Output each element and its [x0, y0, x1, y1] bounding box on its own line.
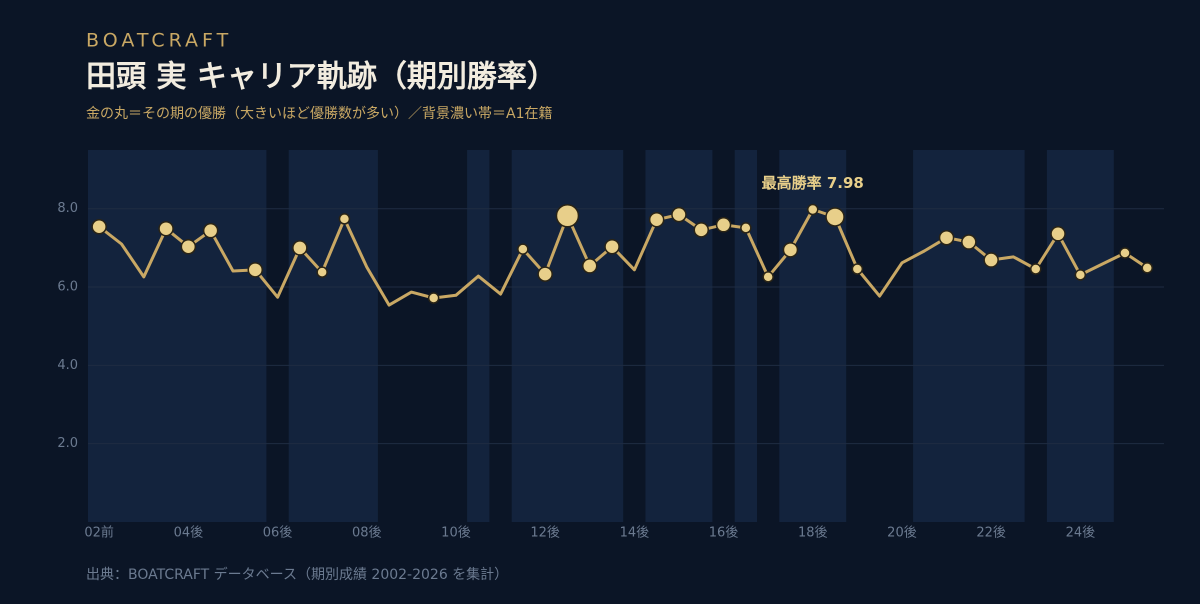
x-tick-label: 04後 [174, 526, 204, 541]
win-marker [1074, 269, 1087, 281]
a1-band [288, 150, 378, 522]
win-marker [202, 222, 219, 239]
y-tick-label: 4.0 [57, 358, 78, 373]
win-marker [292, 240, 308, 256]
source: 出典：BOATCRAFT データベース（期別成績 2002-2026 を集計） [86, 566, 508, 583]
win-marker [782, 242, 799, 258]
win-marker [983, 252, 999, 268]
win-marker [537, 266, 553, 282]
win-marker [338, 213, 351, 225]
win-marker [180, 238, 197, 255]
x-tick-label: 24後 [1066, 526, 1096, 541]
x-tick-label: 10後 [441, 526, 471, 541]
chart-title: 田頭 実 キャリア軌跡（期別勝率） [86, 60, 557, 95]
brand: BOATCRAFT [86, 30, 232, 52]
win-marker [671, 206, 687, 223]
win-marker [158, 220, 174, 237]
annotation: 最高勝率 7.98 [762, 174, 864, 192]
win-marker [715, 217, 732, 233]
win-marker [1030, 263, 1042, 275]
x-tick-label: 16後 [709, 526, 739, 541]
x-tick-label: 08後 [352, 526, 382, 541]
y-tick-label: 8.0 [57, 201, 78, 216]
win-marker [427, 292, 440, 304]
x-tick-label: 14後 [620, 526, 650, 541]
win-marker [851, 263, 864, 275]
win-marker [961, 234, 977, 250]
win-marker [1050, 226, 1066, 242]
win-marker [604, 238, 620, 255]
y-tick-label: 2.0 [57, 436, 78, 451]
win-marker [316, 266, 328, 278]
win-marker [91, 218, 107, 235]
win-marker [740, 222, 752, 234]
win-marker [247, 262, 263, 278]
win-marker [938, 229, 955, 246]
win-marker [693, 222, 709, 238]
a1-band [645, 150, 713, 522]
win-marker [762, 271, 774, 283]
a1-band [88, 150, 267, 522]
a1-band [913, 150, 1025, 522]
win-marker [825, 207, 845, 227]
subtitle: 金の丸＝その期の優勝（大きいほど優勝数が多い）／背景濃い帯＝A1在籍 [86, 105, 552, 122]
win-marker [1119, 247, 1131, 259]
x-tick-label: 02前 [84, 525, 114, 541]
x-tick-label: 18後 [798, 526, 828, 541]
x-tick-label: 06後 [263, 526, 293, 541]
y-tick-label: 6.0 [57, 280, 78, 295]
x-tick-label: 22後 [976, 526, 1006, 541]
win-marker [555, 204, 580, 228]
win-marker [648, 211, 665, 228]
win-marker [1141, 262, 1153, 274]
win-marker [517, 243, 529, 255]
x-tick-label: 20後 [887, 526, 917, 541]
win-marker [807, 203, 819, 216]
x-tick-label: 12後 [530, 526, 560, 541]
a1-band [1046, 150, 1114, 522]
a1-band [467, 150, 490, 522]
a1-band [734, 150, 757, 522]
win-marker [582, 258, 598, 274]
